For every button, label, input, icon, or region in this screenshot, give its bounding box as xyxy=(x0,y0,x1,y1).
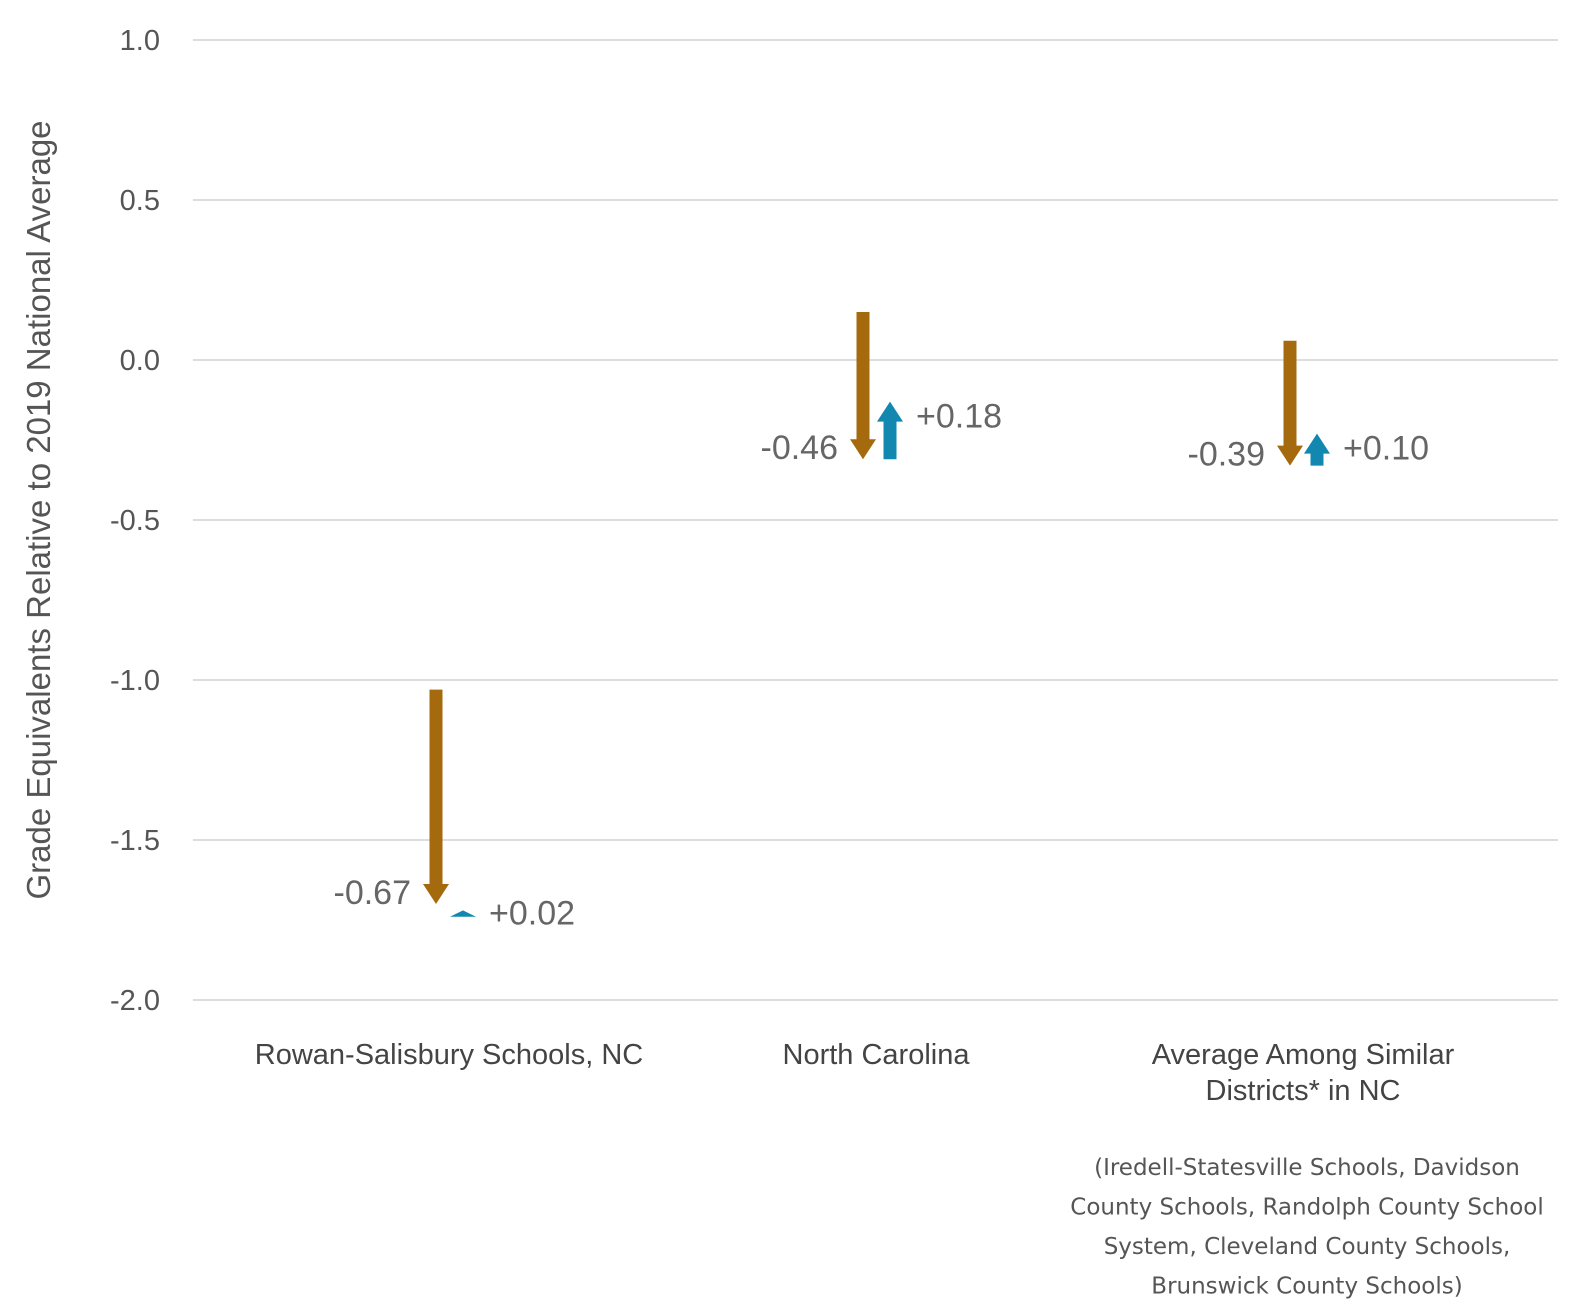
data-labels: -0.67 +0.02 -0.46 +0.18 -0.39 +0.10 xyxy=(334,398,1430,933)
decline-label: -0.46 xyxy=(761,429,839,467)
y-tick-label: -2.0 xyxy=(110,985,160,1017)
category-note: County Schools, Randolph County School xyxy=(1070,1195,1543,1221)
recovery-label: +0.02 xyxy=(489,894,575,932)
category-label: North Carolina xyxy=(783,1039,971,1071)
recovery-label: +0.18 xyxy=(916,398,1002,436)
decline-label: -0.39 xyxy=(1188,436,1266,474)
category-label: Districts* in NC xyxy=(1206,1075,1401,1107)
recovery-arrow xyxy=(877,401,903,460)
recovery-label: +0.10 xyxy=(1343,430,1429,468)
y-tick-label: -1.5 xyxy=(110,825,160,857)
recovery-arrow xyxy=(450,910,476,917)
category-labels: Rowan-Salisbury Schools, NC North Carolin… xyxy=(255,1039,1544,1300)
decline-arrow xyxy=(423,689,449,904)
category-note: Brunswick County Schools) xyxy=(1151,1274,1462,1300)
y-axis-ticks: 1.0 0.5 0.0 -0.5 -1.0 -1.5 -2.0 xyxy=(110,25,160,1017)
y-tick-label: 0.5 xyxy=(120,185,160,217)
gridlines xyxy=(193,39,1558,1001)
category-label: Average Among Similar xyxy=(1152,1039,1455,1071)
category-note: (Iredell-Statesville Schools, Davidson xyxy=(1094,1155,1520,1181)
decline-arrow xyxy=(1277,340,1303,466)
y-axis-label: Grade Equivalents Relative to 2019 Natio… xyxy=(20,120,57,899)
category-note: System, Cleveland County Schools, xyxy=(1104,1234,1511,1260)
y-tick-label: -1.0 xyxy=(110,665,160,697)
arrows xyxy=(423,312,1330,917)
decline-label: -0.67 xyxy=(334,874,412,912)
decline-arrow xyxy=(850,312,876,460)
recovery-arrow xyxy=(1304,433,1330,466)
y-tick-label: -0.5 xyxy=(110,505,160,537)
y-tick-label: 1.0 xyxy=(120,25,160,57)
y-tick-label: 0.0 xyxy=(120,345,160,377)
category-label: Rowan-Salisbury Schools, NC xyxy=(255,1039,643,1071)
